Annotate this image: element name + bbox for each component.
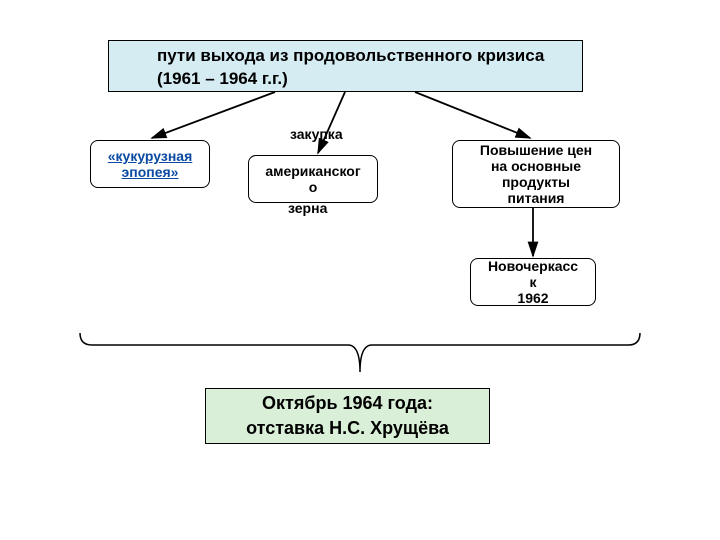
novo-line3: 1962 — [517, 290, 548, 306]
price-line3: продукты — [502, 174, 570, 190]
grain-box: американског о — [248, 155, 378, 203]
novo-line1: Новочеркасс — [488, 258, 578, 274]
corn-line2: эпопея» — [122, 164, 179, 180]
grain-line1: американског — [265, 163, 360, 179]
price-line4: питания — [508, 190, 565, 206]
price-line1: Повышение цен — [480, 142, 592, 158]
novo-box: Новочеркасс к 1962 — [470, 258, 596, 306]
result-box: Октябрь 1964 года: отставка Н.С. Хрущёва — [205, 388, 490, 444]
grain-line2: о — [309, 179, 318, 195]
corn-box: «кукурузная эпопея» — [90, 140, 210, 188]
result-line2: отставка Н.С. Хрущёва — [246, 416, 449, 441]
price-line2: на основные — [491, 158, 581, 174]
novo-line2: к — [529, 274, 536, 290]
corn-line1: «кукурузная — [108, 148, 193, 164]
top-line2: (1961 – 1964 г.г.) — [157, 69, 288, 88]
grain-label: закупка — [290, 126, 343, 142]
top-box: пути выхода из продовольственного кризис… — [108, 40, 583, 92]
grain-tail: зерна — [288, 200, 327, 216]
top-line1: пути выхода из продовольственного кризис… — [157, 46, 544, 65]
price-box: Повышение цен на основные продукты питан… — [452, 140, 620, 208]
result-line1: Октябрь 1964 года: — [262, 391, 433, 416]
